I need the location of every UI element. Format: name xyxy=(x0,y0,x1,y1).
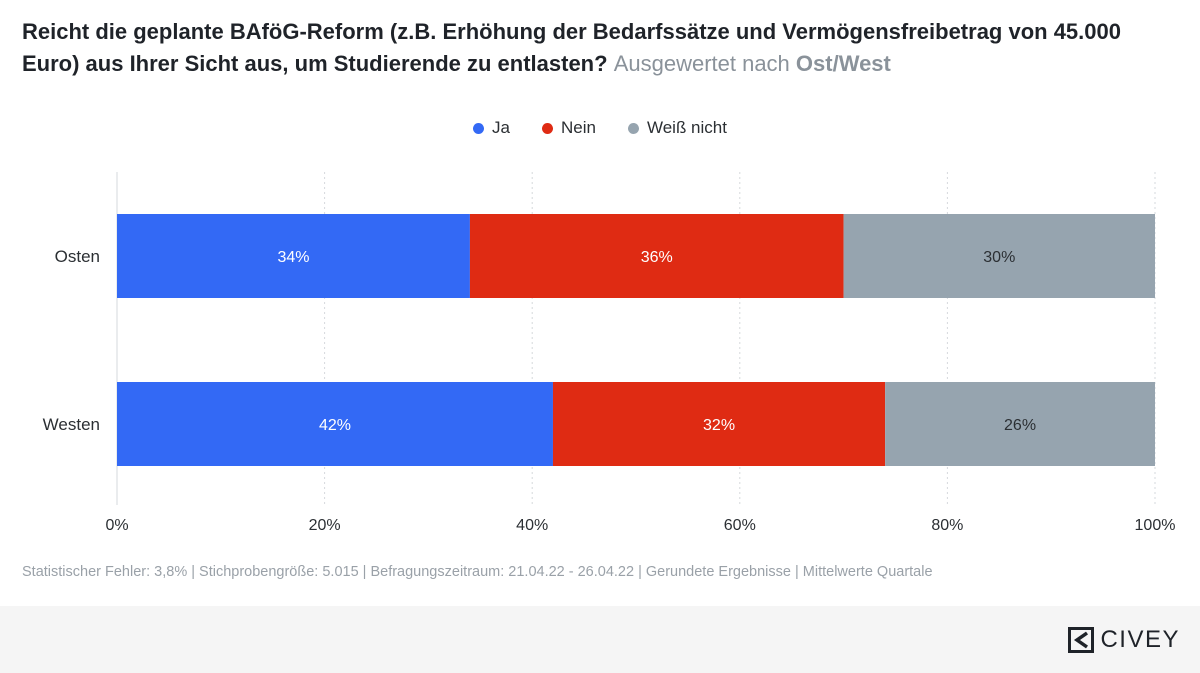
category-label-osten: Osten xyxy=(55,247,100,266)
data-label-westen-weiss-nicht: 26% xyxy=(1004,417,1036,434)
x-tick-label-60: 60% xyxy=(724,517,756,534)
bar-westen-nein xyxy=(552,382,886,466)
civey-logo: CIVEY xyxy=(1068,626,1180,654)
bar-osten-weiss-nicht xyxy=(843,214,1155,298)
legend-item-weiss-nicht: Weiß nicht xyxy=(627,118,727,138)
brand-bar: CIVEY xyxy=(0,606,1200,673)
stacked-bar-chart: 34% 36% 30% Osten 42% 32% 26% Westen 0% 20% 40% 60%… xyxy=(43,172,1176,534)
legend-dot-nein xyxy=(542,122,553,134)
legend-label-ja: Ja xyxy=(492,118,510,137)
title-subtitle-bold: Ost/West xyxy=(795,51,891,76)
x-tick-label-100: 100% xyxy=(1135,517,1176,534)
title-main: Reicht die geplante BAföG-Reform (z.B. E… xyxy=(22,19,1121,76)
data-label-westen-nein: 32% xyxy=(703,417,735,434)
x-tick-label-80: 80% xyxy=(931,517,963,534)
bar-osten-ja xyxy=(117,214,470,298)
data-label-osten-nein: 36% xyxy=(641,249,673,266)
x-tick-label-20: 20% xyxy=(309,517,341,534)
footer-note: Statistischer Fehler: 3,8% | Stichproben… xyxy=(22,564,933,580)
chart-legend: Ja Nein Weiß nicht xyxy=(0,118,1200,138)
chart-title: Reicht die geplante BAföG-Reform (z.B. E… xyxy=(22,16,1182,80)
legend-label-weiss-nicht: Weiß nicht xyxy=(646,118,727,137)
legend-item-ja: Ja xyxy=(473,118,510,138)
data-label-osten-ja: 34% xyxy=(277,249,309,266)
x-tick-label-0: 0% xyxy=(105,517,128,534)
legend-dot-ja xyxy=(473,122,485,134)
title-subtitle: Ausgewertet nach xyxy=(613,51,790,76)
bar-westen-ja xyxy=(117,382,553,466)
legend-label-nein: Nein xyxy=(561,118,596,137)
bar-osten-nein xyxy=(469,214,844,298)
data-label-westen-ja: 42% xyxy=(319,417,351,434)
legend-item-nein: Nein xyxy=(542,118,596,138)
bar-westen-weiss-nicht xyxy=(885,382,1155,466)
civey-logo-icon xyxy=(1068,627,1095,653)
data-label-osten-weiss-nicht: 30% xyxy=(983,249,1015,266)
legend-dot-weiss-nicht xyxy=(627,122,639,134)
x-tick-label-40: 40% xyxy=(516,517,548,534)
category-label-westen: Westen xyxy=(43,415,100,434)
civey-logo-text: CIVEY xyxy=(1100,626,1180,653)
